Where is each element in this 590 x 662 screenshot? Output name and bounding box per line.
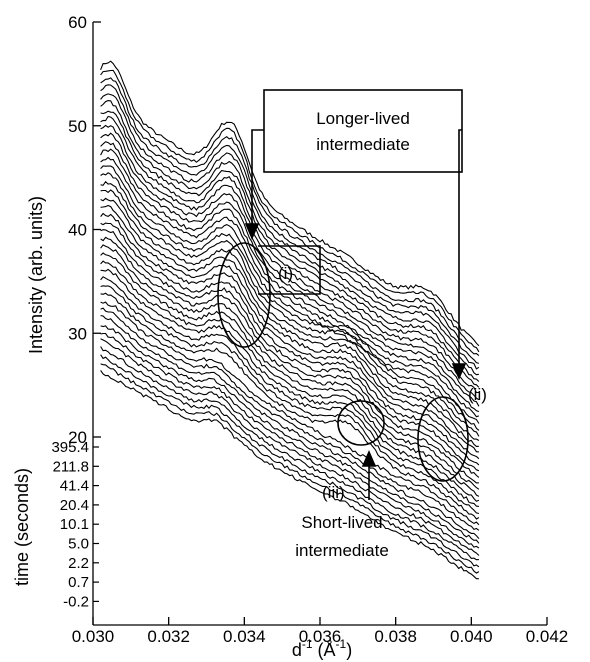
x-ticks: 0.030 0.032 0.034 0.036 0.038 0.040 0.042	[72, 617, 569, 646]
time-tick-label: 5.0	[68, 536, 89, 553]
trace-line	[100, 229, 480, 472]
trace-line	[100, 115, 480, 388]
trace-line	[100, 148, 480, 413]
longer-lived-line1: Longer-lived	[316, 109, 410, 128]
trace-line	[100, 141, 480, 407]
arrow-head-i	[244, 223, 260, 241]
time-tick-label: 2.2	[68, 555, 89, 572]
trace-line	[100, 292, 480, 520]
x-tick-label: 0.036	[299, 627, 342, 646]
x-tick-label: 0.038	[374, 627, 417, 646]
time-tick-label: 0.7	[68, 574, 89, 591]
time-tick-label: 395.4	[51, 439, 89, 456]
trace-line	[100, 307, 480, 531]
trace-line	[100, 301, 480, 526]
time-tick-label: -0.2	[63, 593, 89, 610]
label-i-box	[258, 245, 321, 295]
trace-line	[100, 132, 480, 401]
trace-line	[100, 93, 480, 370]
trace-line	[100, 77, 480, 357]
trace-line	[100, 124, 479, 394]
arrow-to-ii	[458, 129, 462, 368]
trace-line	[100, 285, 480, 515]
trace-line	[100, 363, 480, 574]
trace-line	[100, 346, 479, 561]
y-tick-label: 50	[68, 117, 87, 136]
trace-line	[100, 325, 480, 544]
trace-line	[100, 84, 480, 364]
trace-line	[100, 260, 480, 497]
trace-line	[100, 69, 480, 353]
trace-line	[100, 212, 480, 460]
longer-lived-line2: intermediate	[316, 135, 410, 154]
x-axis-title: d-1 (Å-1)	[292, 637, 352, 660]
trace-line	[100, 100, 479, 376]
time-tick-label: 10.1	[60, 516, 89, 533]
trace-line	[100, 244, 479, 484]
diffraction-traces	[100, 60, 480, 580]
trace-line	[100, 338, 480, 556]
x-title-sup: -1	[302, 637, 313, 651]
trace-line	[100, 222, 480, 466]
trace-line	[100, 180, 480, 437]
annotations	[217, 89, 469, 500]
x-tick-label: 0.032	[147, 627, 190, 646]
trace-line	[100, 276, 479, 507]
trace-line	[100, 252, 480, 490]
trace-line	[100, 156, 480, 418]
time-ticks: 395.4 211.8 41.4 20.4 10.1 5.0 2.2 0.7 -0.2	[51, 439, 99, 610]
trace-line	[100, 332, 480, 549]
y-ticks: 20 30 40 50 60	[68, 13, 101, 447]
time-axis-title: time (seconds)	[12, 468, 32, 586]
trace-line	[100, 110, 480, 382]
x-title-unit-sup: -1	[336, 637, 347, 651]
y-axis-title: Intensity (arb. units)	[26, 196, 46, 354]
x-title-main: d	[292, 640, 302, 660]
ellipse-ii	[417, 396, 469, 482]
ellipse-iii	[337, 400, 385, 446]
longer-lived-box	[263, 89, 463, 173]
ellipse-i	[217, 242, 271, 348]
trace-line	[100, 165, 480, 424]
short-lived-line2: intermediate	[295, 541, 389, 560]
trace-line	[100, 236, 480, 478]
x-tick-label: 0.040	[450, 627, 493, 646]
trace-line	[100, 60, 480, 347]
x-title-close: )	[346, 640, 352, 660]
arrow-to-i	[251, 129, 264, 228]
trace-line	[100, 354, 480, 568]
trace-line	[100, 189, 480, 441]
arrow-head-short-lived	[361, 449, 377, 467]
label-ii: (ii)	[468, 385, 487, 404]
x-tick-label: 0.030	[72, 627, 115, 646]
y-tick-label: 20	[68, 428, 87, 447]
label-i: (i)	[278, 264, 293, 283]
label-iii: (iii)	[322, 483, 345, 502]
trace-line	[100, 268, 480, 502]
trace-line	[100, 204, 479, 453]
y-tick-label: 40	[68, 221, 87, 240]
short-lived-line1: Short-lived	[301, 513, 382, 532]
trace-line	[100, 315, 480, 539]
y-tick-label: 60	[68, 13, 87, 32]
time-tick-label: 41.4	[60, 478, 89, 495]
arrow-head-ii	[451, 363, 467, 381]
x-tick-label: 0.034	[223, 627, 266, 646]
y-tick-label: 30	[68, 324, 87, 343]
trace-line	[100, 197, 479, 447]
x-tick-label: 0.042	[526, 627, 569, 646]
trace-line	[100, 172, 480, 431]
time-tick-label: 20.4	[60, 497, 89, 514]
trace-line	[100, 370, 479, 580]
time-tick-label: 211.8	[53, 458, 89, 475]
x-title-unit: (Å	[313, 640, 336, 660]
